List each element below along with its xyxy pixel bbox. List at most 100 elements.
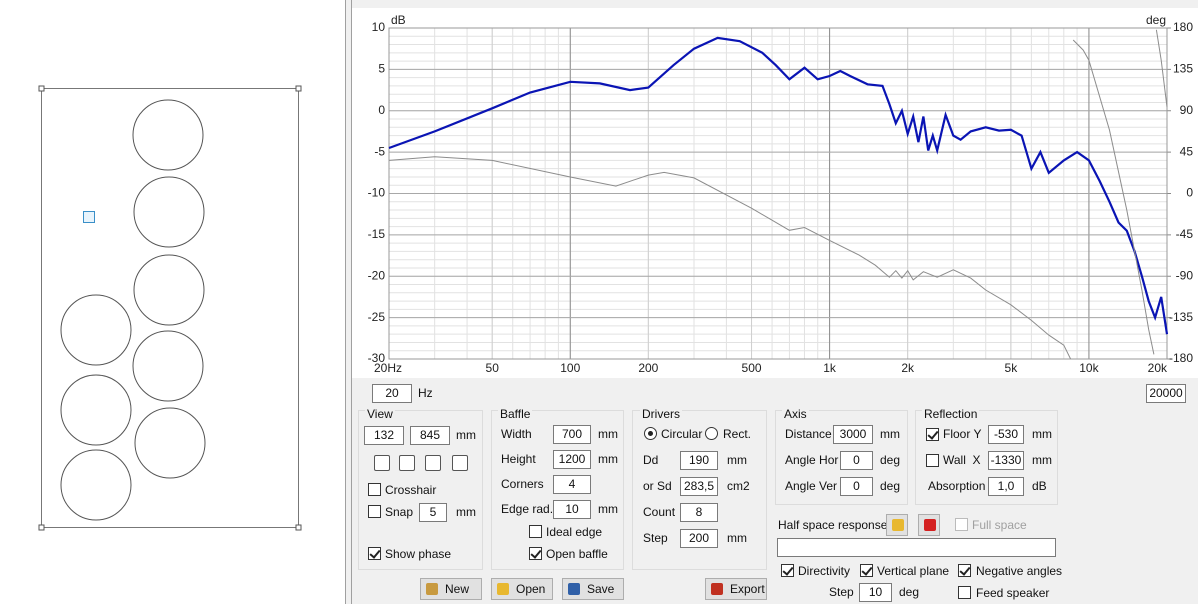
text-field[interactable]: 700: [553, 425, 591, 444]
label: Rect.: [723, 427, 752, 441]
checkbox[interactable]: [926, 454, 939, 467]
listener-icon: [83, 211, 95, 223]
label: mm: [1032, 453, 1052, 467]
x-tick-label: 1k: [823, 361, 837, 375]
checkbox[interactable]: [958, 586, 971, 599]
label: mm: [880, 427, 900, 441]
group-box: [632, 410, 767, 570]
label: Drivers: [640, 407, 682, 421]
text-field[interactable]: 20: [372, 384, 412, 403]
label: Floor Y: [943, 427, 982, 441]
text-field[interactable]: 845: [410, 426, 450, 445]
y2-axis-label: deg: [1146, 13, 1166, 27]
plot-frame: [388, 27, 1168, 360]
label: mm: [598, 427, 618, 441]
text-field[interactable]: -530: [988, 425, 1024, 444]
label: Width: [501, 427, 532, 441]
label: deg: [880, 453, 901, 467]
label: Circular: [661, 427, 703, 441]
radio-button[interactable]: [644, 427, 657, 440]
y-tick-label: 10: [372, 20, 386, 34]
x-tick-label: 100: [560, 361, 580, 375]
x-tick-label: 50: [486, 361, 500, 375]
text-field[interactable]: 190: [680, 451, 718, 470]
label: mm: [1032, 427, 1052, 441]
group-box: [491, 410, 624, 570]
text-field[interactable]: 10: [553, 500, 591, 519]
label: Open baffle: [546, 547, 608, 561]
y2-tick-label: -135: [1169, 310, 1193, 324]
text-field[interactable]: 0: [840, 477, 873, 496]
button[interactable]: [918, 514, 940, 536]
text-field[interactable]: 20000: [1146, 384, 1186, 403]
label: Edge rad.: [501, 502, 554, 516]
text-field[interactable]: 200: [680, 529, 718, 548]
y-tick-label: -20: [368, 268, 386, 282]
checkbox[interactable]: [368, 505, 381, 518]
label: Reflection: [922, 407, 980, 421]
x-tick-label: 20k: [1148, 361, 1168, 375]
text-field[interactable]: 1,0: [988, 477, 1024, 496]
button[interactable]: Open: [491, 578, 553, 600]
label: Step: [829, 585, 854, 599]
button[interactable]: [886, 514, 908, 536]
icon-button[interactable]: [374, 455, 390, 471]
radio-button[interactable]: [705, 427, 718, 440]
label: Snap: [385, 505, 414, 519]
text-field[interactable]: [777, 538, 1056, 557]
checkbox[interactable]: [958, 564, 971, 577]
x-tick-label: 200: [638, 361, 658, 375]
text-field[interactable]: -1330: [988, 451, 1024, 470]
text-field[interactable]: 132: [364, 426, 404, 445]
label: Absorption: [928, 479, 986, 493]
x-tick-label: 20Hz: [374, 361, 402, 375]
checkbox[interactable]: [781, 564, 794, 577]
label: deg: [899, 585, 920, 599]
text-field[interactable]: 8: [680, 503, 718, 522]
icon-button[interactable]: [452, 455, 468, 471]
label: Distance: [785, 427, 832, 441]
text-field[interactable]: 0: [840, 451, 873, 470]
y-tick-label: 5: [378, 62, 385, 76]
text-field[interactable]: 4: [553, 475, 591, 494]
text-field[interactable]: 5: [419, 503, 447, 522]
checkbox[interactable]: [926, 428, 939, 441]
label: Crosshair: [385, 483, 437, 497]
y-tick-label: -30: [368, 351, 386, 365]
x-tick-label: 500: [742, 361, 762, 375]
text-field[interactable]: 3000: [833, 425, 873, 444]
baffle-view: [0, 0, 345, 604]
checkbox[interactable]: [529, 525, 542, 538]
text-field[interactable]: 10: [859, 583, 892, 602]
checkbox[interactable]: [368, 483, 381, 496]
label: Angle Ver: [785, 479, 838, 493]
checkbox[interactable]: [529, 547, 542, 560]
text-field[interactable]: 1200: [553, 450, 591, 469]
label: mm: [456, 428, 476, 442]
y-tick-label: -25: [368, 310, 386, 324]
label: Feed speaker: [976, 586, 1050, 600]
label: Baffle: [498, 407, 533, 421]
handles: [38, 85, 302, 531]
button[interactable]: Export: [705, 578, 767, 600]
label: Angle Hor: [785, 453, 839, 467]
button[interactable]: Save: [562, 578, 624, 600]
y-tick-label: 0: [378, 103, 385, 117]
label: or Sd: [643, 479, 672, 493]
y-tick-label: -10: [368, 186, 386, 200]
checkbox[interactable]: [860, 564, 873, 577]
checkbox[interactable]: [368, 547, 381, 560]
icon-button[interactable]: [399, 455, 415, 471]
text-field[interactable]: 283,5: [680, 477, 718, 496]
y-tick-label: -5: [374, 144, 385, 158]
y-tick-label: -15: [368, 227, 386, 241]
button[interactable]: New: [420, 578, 482, 600]
label: mm: [727, 453, 747, 467]
label: Directivity: [798, 564, 851, 578]
y2-tick-label: 0: [1186, 186, 1193, 200]
drivers: [60, 99, 206, 521]
label: Count: [643, 505, 676, 519]
y2-tick-label: -180: [1169, 351, 1193, 365]
icon-button[interactable]: [425, 455, 441, 471]
